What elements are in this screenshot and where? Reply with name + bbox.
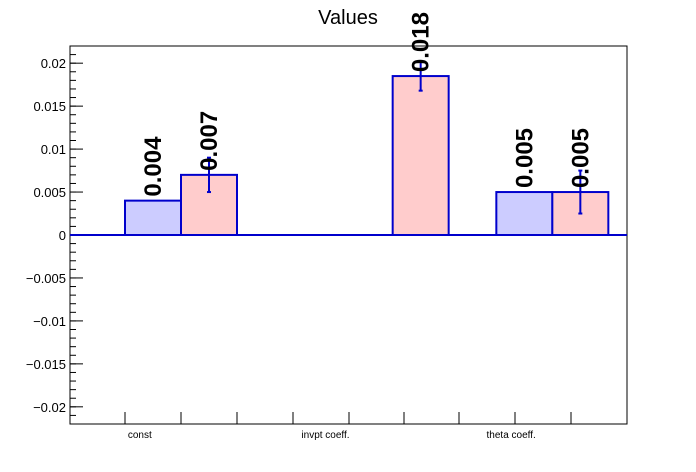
y-tick-label: 0.015 [33, 99, 66, 114]
chart-title: Values [318, 7, 378, 29]
data-label: 0.005 [567, 128, 594, 188]
bar [124, 199, 182, 237]
x-category-label: invpt coeff. [301, 430, 349, 441]
y-tick-label: −0.02 [33, 400, 66, 415]
x-category-label: const [128, 430, 152, 441]
y-tick-label: 0.02 [41, 56, 66, 71]
data-label: 0.018 [408, 12, 435, 72]
data-label: 0.007 [196, 111, 223, 171]
plot-area: 0.02 0.015 0.01 0.005 0 −0.005 −0.01 −0.015 −0.0… [26, 12, 628, 441]
y-tick-label: −0.01 [33, 314, 66, 329]
bar [495, 191, 554, 236]
bar [391, 75, 450, 237]
data-label: 0.004 [140, 136, 167, 197]
y-tick-label: 0.005 [33, 185, 66, 200]
y-tick-label: −0.015 [26, 357, 66, 372]
y-tick-label: −0.005 [26, 271, 66, 286]
x-category-label: theta coeff. [487, 430, 536, 441]
y-tick-label: 0.01 [41, 142, 66, 157]
y-tick-label: 0 [59, 228, 66, 243]
data-label: 0.005 [511, 128, 538, 188]
